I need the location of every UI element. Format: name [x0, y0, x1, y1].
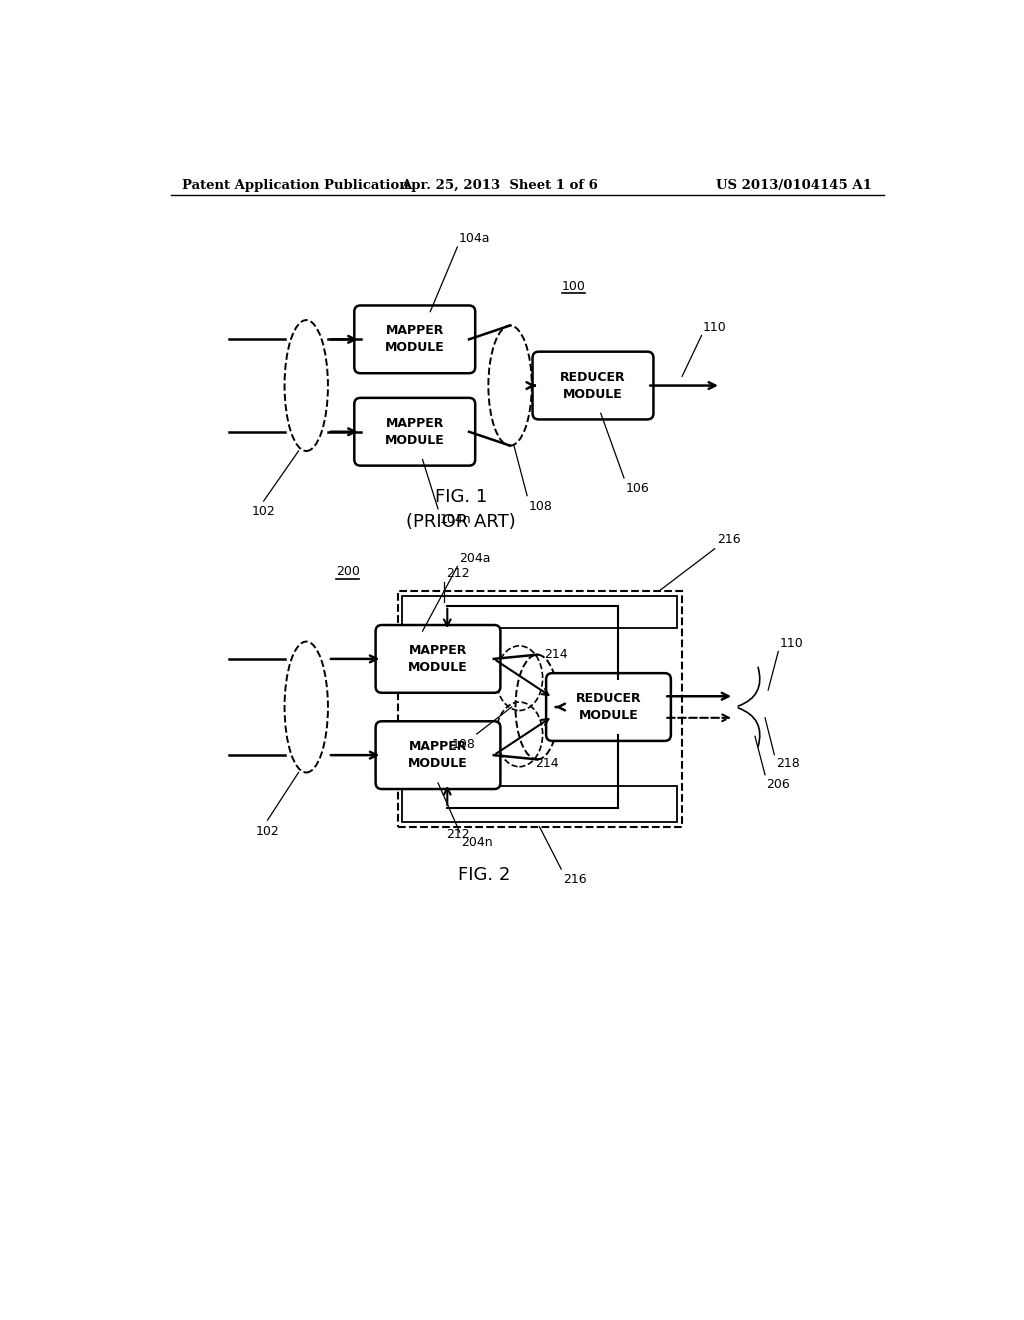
Text: 204n: 204n [461, 836, 493, 849]
Text: MAPPER
MODULE: MAPPER MODULE [385, 417, 444, 446]
Text: 216: 216 [563, 873, 587, 886]
Text: 108: 108 [452, 738, 475, 751]
Text: Apr. 25, 2013  Sheet 1 of 6: Apr. 25, 2013 Sheet 1 of 6 [401, 178, 598, 191]
Text: 102: 102 [252, 506, 275, 517]
Text: FIG. 2: FIG. 2 [459, 866, 511, 883]
Text: 102: 102 [256, 825, 280, 838]
Bar [397, 591, 682, 826]
Bar [402, 785, 678, 822]
Text: FIG. 1: FIG. 1 [435, 488, 487, 506]
Text: MAPPER
MODULE: MAPPER MODULE [409, 644, 468, 675]
FancyBboxPatch shape [532, 351, 653, 420]
Text: 110: 110 [703, 321, 727, 334]
Text: 204a: 204a [459, 552, 490, 565]
Text: (PRIOR ART): (PRIOR ART) [407, 513, 516, 531]
Text: 214: 214 [544, 648, 567, 661]
Text: 104a: 104a [459, 232, 490, 246]
Text: REDUCER
MODULE: REDUCER MODULE [575, 692, 641, 722]
Text: 100: 100 [562, 280, 586, 293]
FancyBboxPatch shape [376, 626, 501, 693]
Text: REDUCER
MODULE: REDUCER MODULE [560, 371, 626, 400]
Text: Patent Application Publication: Patent Application Publication [182, 178, 409, 191]
Text: 206: 206 [767, 777, 791, 791]
FancyBboxPatch shape [376, 721, 501, 789]
Text: 214: 214 [535, 758, 558, 771]
Text: 110: 110 [779, 638, 804, 649]
Text: 200: 200 [336, 565, 359, 578]
FancyBboxPatch shape [354, 305, 475, 374]
Text: 104n: 104n [439, 512, 471, 525]
Text: MAPPER
MODULE: MAPPER MODULE [409, 741, 468, 770]
FancyBboxPatch shape [546, 673, 671, 741]
Text: 216: 216 [717, 533, 740, 546]
Text: 218: 218 [776, 758, 800, 770]
Text: 212: 212 [445, 568, 469, 581]
Text: 212: 212 [445, 829, 469, 841]
Text: 106: 106 [626, 482, 649, 495]
Bar [402, 595, 678, 628]
Text: US 2013/0104145 A1: US 2013/0104145 A1 [716, 178, 872, 191]
Text: MAPPER
MODULE: MAPPER MODULE [385, 325, 444, 354]
Text: 108: 108 [528, 499, 553, 512]
FancyBboxPatch shape [354, 397, 475, 466]
